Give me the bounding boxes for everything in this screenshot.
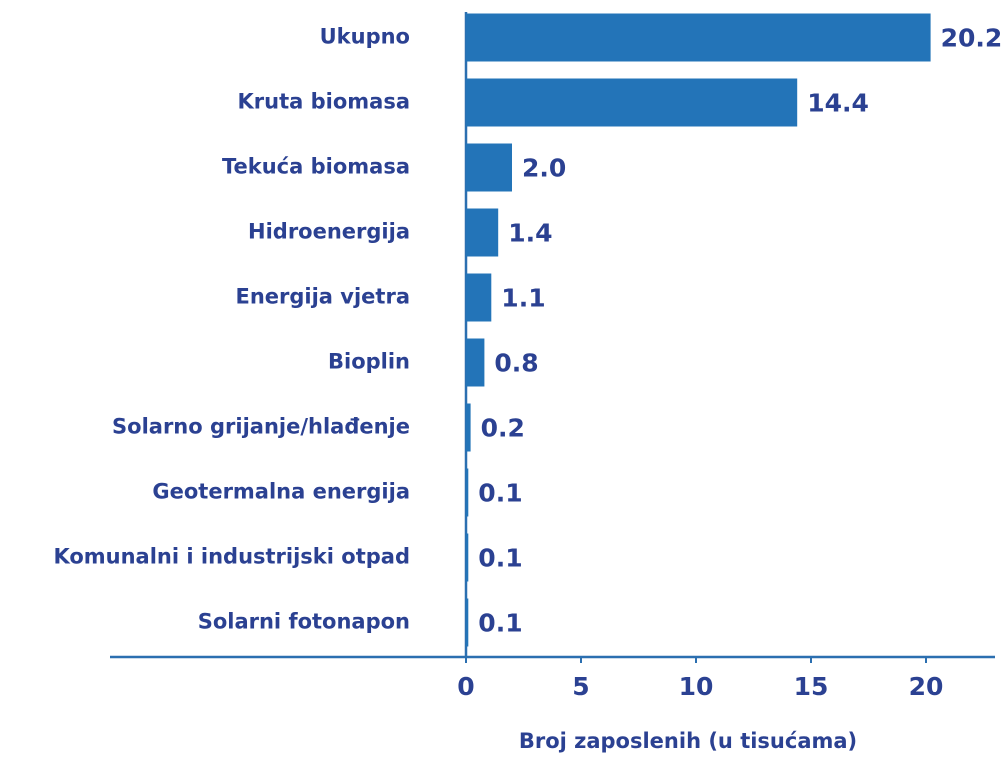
x-tick-label: 0 [457, 672, 474, 701]
value-label: 14.4 [807, 89, 869, 118]
category-label: Ukupno [320, 25, 410, 49]
value-label: 0.2 [481, 414, 525, 443]
x-axis-title: Broj zaposlenih (u tisućama) [519, 729, 857, 753]
bar [466, 78, 798, 127]
bar [466, 468, 469, 517]
category-label: Komunalni i industrijski otpad [53, 545, 410, 569]
value-label: 20.2 [941, 24, 1003, 53]
value-label: 1.4 [508, 219, 552, 248]
value-label: 0.1 [478, 609, 522, 638]
value-label: 0.1 [478, 479, 522, 508]
value-label: 0.1 [478, 544, 522, 573]
bar [466, 273, 492, 322]
value-label: 0.8 [494, 349, 538, 378]
bar [466, 13, 931, 62]
category-label: Solarni fotonapon [198, 610, 410, 634]
x-tick-label: 5 [572, 672, 589, 701]
category-label: Solarno grijanje/hlađenje [112, 415, 410, 439]
bar [466, 338, 485, 387]
value-label: 2.0 [522, 154, 566, 183]
bar [466, 598, 469, 647]
x-tick-label: 15 [794, 672, 829, 701]
x-tick-label: 10 [679, 672, 714, 701]
category-label: Hidroenergija [248, 220, 410, 244]
value-label: 1.1 [501, 284, 545, 313]
x-tick-label: 20 [909, 672, 944, 701]
category-label: Bioplin [328, 350, 410, 374]
category-label: Energija vjetra [235, 285, 410, 309]
bar [466, 403, 471, 452]
bar [466, 143, 512, 192]
bar [466, 533, 469, 582]
category-label: Geotermalna energija [152, 480, 410, 504]
category-label: Tekuća biomasa [222, 155, 410, 179]
bar [466, 208, 499, 257]
category-label: Kruta biomasa [238, 90, 410, 114]
